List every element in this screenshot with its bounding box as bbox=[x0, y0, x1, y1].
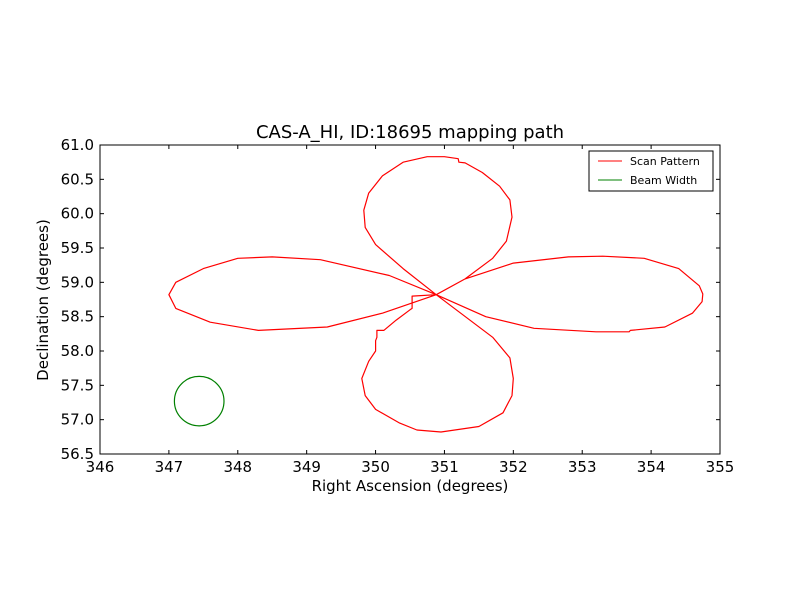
x-axis-title: Right Ascension (degrees) bbox=[312, 477, 509, 495]
y-tick-label: 59.5 bbox=[61, 239, 94, 257]
x-tick-label: 349 bbox=[292, 458, 321, 476]
y-tick-label: 60.5 bbox=[61, 170, 94, 188]
x-tick-label: 350 bbox=[361, 458, 390, 476]
y-tick-label: 61.0 bbox=[61, 136, 94, 154]
x-tick-label: 351 bbox=[430, 458, 459, 476]
legend: Scan Pattern Beam Width bbox=[588, 150, 714, 192]
x-tick-label: 348 bbox=[223, 458, 252, 476]
scan-pattern-line bbox=[168, 156, 704, 433]
x-tick-label: 353 bbox=[568, 458, 597, 476]
y-axis: 56.5 57.0 57.5 58.0 58.5 59.0 59.5 60.0 60.5 61.0 bbox=[61, 136, 720, 463]
x-tick-label: 352 bbox=[499, 458, 528, 476]
x-tick-label: 347 bbox=[155, 458, 184, 476]
plot-frame bbox=[99, 144, 721, 455]
x-axis: 346 347 348 349 350 351 352 353 354 355 bbox=[86, 145, 735, 476]
legend-label-beam-width: Beam Width bbox=[630, 174, 697, 187]
y-tick-label: 58.5 bbox=[61, 308, 94, 326]
plot-series-layer bbox=[168, 156, 704, 433]
x-tick-label: 355 bbox=[706, 458, 735, 476]
y-tick-label: 59.0 bbox=[61, 273, 94, 291]
x-tick-label: 346 bbox=[86, 458, 115, 476]
y-tick-label: 56.5 bbox=[61, 445, 94, 463]
y-tick-label: 58.0 bbox=[61, 342, 94, 360]
legend-label-scan-pattern: Scan Pattern bbox=[630, 155, 700, 168]
x-tick-label: 354 bbox=[637, 458, 666, 476]
y-tick-label: 57.0 bbox=[61, 411, 94, 429]
y-axis-title: Declination (degrees) bbox=[34, 219, 52, 381]
y-tick-label: 60.0 bbox=[61, 205, 94, 223]
y-tick-label: 57.5 bbox=[61, 376, 94, 394]
beam-width-circle bbox=[173, 375, 225, 427]
chart-title: CAS-A_HI, ID:18695 mapping path bbox=[256, 122, 564, 143]
legend-box bbox=[588, 150, 714, 192]
